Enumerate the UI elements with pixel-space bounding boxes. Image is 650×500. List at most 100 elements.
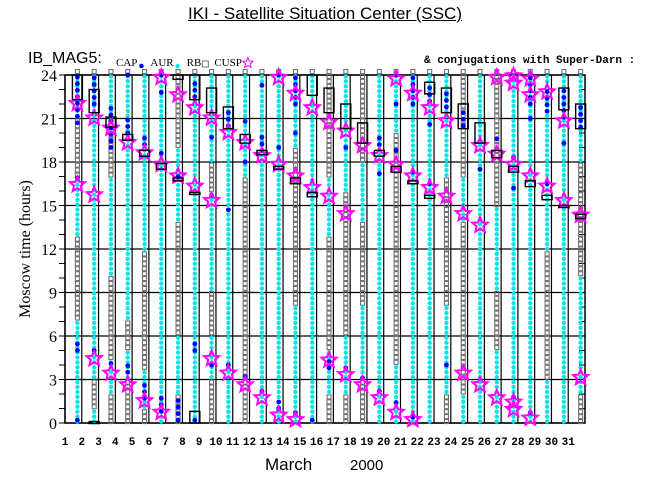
rb-point xyxy=(125,399,131,405)
aur-point xyxy=(91,281,97,286)
aur-point xyxy=(91,158,97,163)
rb-point xyxy=(141,320,148,326)
aur-point xyxy=(192,301,198,306)
rb-point xyxy=(175,137,181,144)
aur-point xyxy=(360,310,365,316)
rb-point xyxy=(360,152,366,158)
aur-point xyxy=(494,281,499,286)
cusp-point-inner xyxy=(288,85,303,100)
aur-point xyxy=(259,241,265,247)
aur-point xyxy=(561,256,567,262)
rb-point xyxy=(393,221,399,227)
aur-point xyxy=(343,158,348,163)
aur-point xyxy=(444,305,449,311)
cusp-point xyxy=(201,190,222,210)
aur-point xyxy=(159,301,164,306)
rb-point xyxy=(460,226,466,232)
aur-point xyxy=(209,143,214,148)
aur-point xyxy=(578,310,583,316)
aur-point xyxy=(276,320,281,326)
rb-point xyxy=(460,335,466,341)
rb-point xyxy=(427,68,433,75)
cusp-point xyxy=(570,366,591,387)
rb-point xyxy=(141,300,148,306)
aur-point xyxy=(226,320,231,326)
aur-point xyxy=(461,187,466,193)
cap-point xyxy=(410,75,416,81)
rb-point xyxy=(326,162,332,168)
aur-point xyxy=(561,414,567,419)
aur-point xyxy=(293,360,298,365)
cusp-point xyxy=(218,121,239,141)
aur-point xyxy=(511,370,516,375)
aur-point xyxy=(310,187,315,193)
aur-point xyxy=(108,192,114,197)
aur-point xyxy=(310,330,315,336)
rb-point xyxy=(360,83,366,89)
rb-point xyxy=(443,285,449,291)
aur-point xyxy=(427,340,432,345)
aur-point xyxy=(259,162,265,168)
cusp-point-inner xyxy=(388,70,404,86)
rb-point xyxy=(141,276,148,282)
aur-point xyxy=(561,379,567,385)
aur-point xyxy=(494,232,499,237)
cusp-point-inner xyxy=(170,87,186,102)
aur-point xyxy=(175,217,181,222)
aur-point xyxy=(511,281,516,286)
rb-point xyxy=(292,261,299,267)
aur-point xyxy=(427,394,432,400)
rb-point xyxy=(460,305,466,311)
rb-point xyxy=(578,231,584,237)
superdarn-conjugation-box xyxy=(524,180,537,188)
rb-point xyxy=(360,108,366,114)
rb-point xyxy=(343,68,349,75)
rb-point xyxy=(242,276,248,282)
cusp-point-inner xyxy=(170,168,186,183)
aur-point xyxy=(494,394,499,400)
aur-point xyxy=(544,98,550,104)
aur-point xyxy=(142,227,147,232)
rb-point xyxy=(393,261,399,267)
aur-point xyxy=(310,232,315,237)
aur-point xyxy=(192,399,198,405)
aur-point xyxy=(276,325,281,331)
aur-point xyxy=(410,212,416,217)
aur-point xyxy=(377,241,382,247)
aur-point xyxy=(142,103,147,109)
aur-point xyxy=(427,325,432,331)
aur-point xyxy=(544,232,550,237)
aur-point xyxy=(561,330,567,336)
cusp-point xyxy=(319,185,340,205)
aur-point xyxy=(410,374,416,380)
rb-point xyxy=(360,394,366,400)
aur-point xyxy=(108,236,114,242)
aur-point xyxy=(75,232,80,237)
aur-point xyxy=(544,202,550,207)
aur-point xyxy=(477,103,483,109)
rb-point xyxy=(108,290,114,296)
superdarn-conjugation-box xyxy=(457,103,469,130)
aur-point xyxy=(108,74,114,79)
aur-point xyxy=(377,335,382,340)
aur-point xyxy=(343,355,348,360)
cusp-point-inner xyxy=(271,407,287,422)
aur-point xyxy=(326,384,332,390)
aur-point xyxy=(175,335,181,340)
aur-point xyxy=(226,192,231,197)
day-column-18 xyxy=(352,68,373,425)
aur-point xyxy=(410,187,416,193)
aur-point xyxy=(343,379,348,385)
aur-point xyxy=(427,138,432,143)
aur-point xyxy=(427,232,432,237)
aur-point xyxy=(360,305,365,311)
aur-point xyxy=(528,153,533,158)
rb-point xyxy=(209,325,215,331)
aur-point xyxy=(477,419,483,424)
aur-point xyxy=(91,138,97,143)
cap-point xyxy=(259,141,265,147)
aur-point xyxy=(259,227,265,232)
cusp-point xyxy=(453,362,474,382)
aur-point xyxy=(259,330,265,336)
aur-point xyxy=(544,241,550,247)
